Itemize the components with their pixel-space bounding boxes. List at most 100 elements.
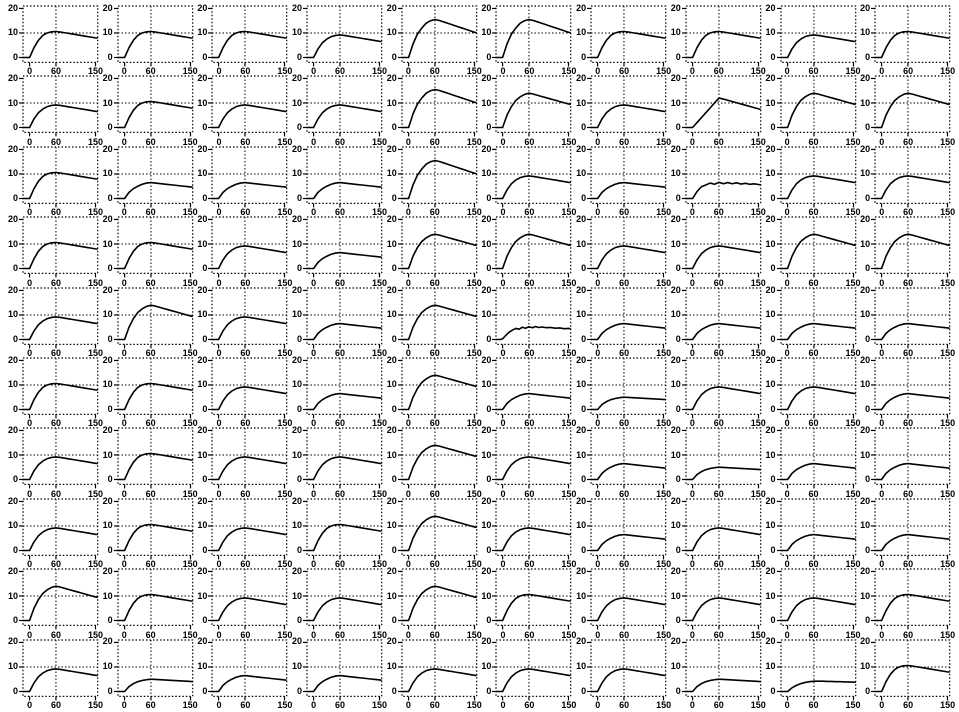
subplot: 01020060150 <box>385 497 480 567</box>
ytick-label: 10 <box>8 451 18 460</box>
subplot: 01020060150 <box>858 567 953 637</box>
ytick-label: 10 <box>197 592 207 601</box>
subplot: 01020060150 <box>574 567 669 637</box>
ytick-label: 0 <box>676 335 681 344</box>
curve <box>591 182 666 198</box>
ytick-label: 0 <box>108 53 113 62</box>
curve <box>875 534 950 550</box>
curve <box>118 102 193 128</box>
xtick-label: 60 <box>903 701 913 710</box>
ytick-label: 10 <box>576 28 586 37</box>
ytick-label: 10 <box>103 592 113 601</box>
ytick-label: 0 <box>581 475 586 484</box>
ytick-label: 10 <box>387 240 397 249</box>
curve <box>307 524 382 550</box>
subplot: 01020060150 <box>6 497 101 567</box>
subplot: 01020060150 <box>6 286 101 356</box>
xtick-label: 0 <box>216 701 221 710</box>
ytick-label: 20 <box>103 356 113 365</box>
ytick-label: 0 <box>297 616 302 625</box>
ytick-label: 0 <box>392 546 397 555</box>
subplot: 01020060150 <box>479 426 574 496</box>
curve <box>402 586 477 620</box>
curve <box>402 90 477 128</box>
subplot: 01020060150 <box>669 567 764 637</box>
subplot: 01020060150 <box>101 4 196 74</box>
ytick-label: 0 <box>581 405 586 414</box>
ytick-label: 20 <box>8 215 18 224</box>
ytick-label: 20 <box>292 74 302 83</box>
ytick-label: 20 <box>292 215 302 224</box>
ytick-label: 0 <box>676 123 681 132</box>
ytick-label: 20 <box>8 497 18 506</box>
subplot: 01020060150 <box>6 426 101 496</box>
ytick-label: 10 <box>387 592 397 601</box>
ytick-label: 10 <box>387 662 397 671</box>
curve <box>307 457 382 480</box>
ytick-label: 20 <box>860 637 870 646</box>
curve <box>686 598 761 621</box>
ytick-label: 10 <box>671 662 681 671</box>
curve <box>591 464 666 480</box>
curve <box>781 387 856 410</box>
ytick-label: 20 <box>671 74 681 83</box>
ytick-label: 10 <box>387 28 397 37</box>
ytick-label: 20 <box>576 215 586 224</box>
ytick-label: 20 <box>671 567 681 576</box>
ytick-label: 20 <box>671 426 681 435</box>
subplot: 01020060150 <box>574 638 669 708</box>
ytick-label: 20 <box>765 356 775 365</box>
ytick-label: 20 <box>197 145 207 154</box>
ytick-label: 10 <box>197 521 207 530</box>
curve <box>118 524 193 550</box>
curve <box>118 182 193 198</box>
subplot: 01020060150 <box>385 4 480 74</box>
ytick-label: 10 <box>860 521 870 530</box>
curve <box>212 182 287 198</box>
curve <box>875 32 950 58</box>
chart-grid: 0102006015001020060150010200601500102006… <box>0 0 947 704</box>
subplot: 01020060150 <box>385 356 480 426</box>
ytick-label: 10 <box>765 240 775 249</box>
ytick-label: 0 <box>392 687 397 696</box>
ytick-label: 20 <box>860 215 870 224</box>
curve <box>686 387 761 410</box>
ytick-label: 20 <box>292 426 302 435</box>
ytick-label: 10 <box>103 169 113 178</box>
subplot: 01020060150 <box>479 145 574 215</box>
ytick-label: 10 <box>481 99 491 108</box>
subplot: 01020060150 <box>669 356 764 426</box>
subplot: 01020060150 <box>101 638 196 708</box>
subplot: 01020060150 <box>669 4 764 74</box>
ytick-label: 20 <box>765 74 775 83</box>
ytick-label: 20 <box>197 567 207 576</box>
ytick-label: 10 <box>197 28 207 37</box>
curve <box>402 160 477 198</box>
curve <box>496 326 571 339</box>
ytick-label: 20 <box>765 637 775 646</box>
ytick-label: 20 <box>387 215 397 224</box>
ytick-label: 20 <box>671 215 681 224</box>
ytick-label: 20 <box>387 4 397 13</box>
xtick-label: 60 <box>335 701 345 710</box>
subplot: 01020060150 <box>101 497 196 567</box>
ytick-label: 0 <box>297 546 302 555</box>
ytick-label: 20 <box>481 637 491 646</box>
curve <box>402 668 477 691</box>
ytick-label: 20 <box>671 145 681 154</box>
ytick-label: 20 <box>576 74 586 83</box>
ytick-label: 10 <box>860 28 870 37</box>
curve <box>875 234 950 268</box>
curve <box>307 598 382 621</box>
ytick-label: 10 <box>671 380 681 389</box>
ytick-label: 10 <box>860 592 870 601</box>
ytick-label: 10 <box>292 662 302 671</box>
ytick-label: 20 <box>103 637 113 646</box>
ytick-label: 0 <box>486 123 491 132</box>
subplot: 01020060150 <box>101 356 196 426</box>
subplot: 01020060150 <box>479 497 574 567</box>
curve <box>118 595 193 621</box>
ytick-label: 0 <box>486 53 491 62</box>
curve <box>212 105 287 128</box>
subplot: 01020060150 <box>385 286 480 356</box>
